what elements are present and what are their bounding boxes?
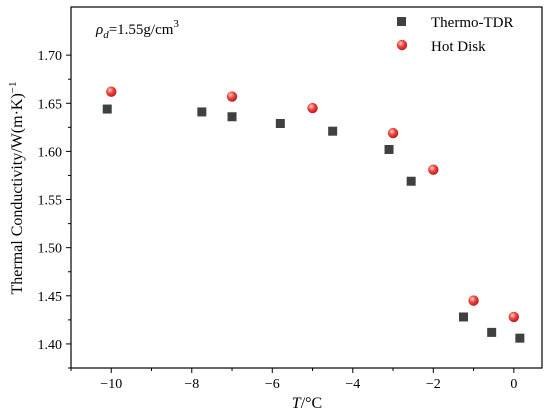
series-layer [102, 86, 525, 343]
annotation-superscript: 3 [173, 18, 179, 30]
legend-label-thermo-tdr: Thermo-TDR [431, 15, 513, 31]
legend-label-hot-disk: Hot Disk [431, 39, 486, 55]
density-annotation: ρd=1.55g/cm3 [95, 18, 179, 41]
y-axis-label: Thermal Conductivity/W(m·K)−1 [7, 82, 26, 295]
point-hot-disk [226, 91, 238, 102]
x-tick-label: −4 [345, 377, 360, 392]
point-thermo-tdr [102, 104, 112, 114]
point-thermo-tdr [487, 327, 497, 337]
y-tick-label: 1.60 [38, 145, 63, 160]
point-hot-disk [106, 86, 117, 97]
y-tick-label: 1.45 [38, 290, 63, 305]
point-thermo-tdr [459, 312, 468, 322]
y-tick-label: 1.55 [38, 194, 63, 209]
x-tick-label: −10 [100, 377, 122, 392]
legend: Thermo-TDR Hot Disk [396, 15, 513, 55]
point-hot-disk [307, 102, 318, 114]
annotation-symbol: ρ [95, 22, 103, 38]
x-axis-label-unit: /°C [301, 395, 323, 412]
point-hot-disk [508, 311, 520, 323]
x-axis-ticks: −10 −8 −6 −4 −2 0 [70, 368, 517, 392]
y-axis-label-superscript: −1 [7, 82, 19, 94]
y-tick-label: 1.40 [38, 338, 63, 353]
point-thermo-tdr [227, 112, 237, 122]
x-axis-label: T/°C [292, 395, 322, 412]
point-thermo-tdr [328, 126, 338, 136]
legend-marker-hot-disk [396, 39, 408, 51]
y-tick-label: 1.65 [38, 97, 63, 112]
annotation-subscript: d [103, 29, 109, 41]
point-hot-disk [387, 127, 399, 139]
point-thermo-tdr [275, 118, 285, 128]
annotation-value: =1.55g/cm [109, 22, 174, 38]
point-hot-disk [428, 164, 439, 175]
y-axis-ticks: 1.40 1.45 1.50 1.55 1.60 1.65 1.70 [38, 49, 71, 369]
point-thermo-tdr [515, 333, 525, 343]
point-thermo-tdr [384, 144, 394, 154]
legend-marker-thermo-tdr [397, 17, 406, 26]
x-tick-label: 0 [510, 377, 517, 392]
plot-area-frame [70, 6, 543, 369]
y-tick-label: 1.70 [38, 49, 63, 64]
x-tick-label: −8 [184, 377, 199, 392]
y-axis-label-main: Thermal Conductivity/W(m·K) [9, 93, 26, 294]
point-thermo-tdr [197, 107, 207, 117]
point-hot-disk [468, 295, 479, 306]
y-tick-label: 1.50 [38, 242, 63, 257]
x-tick-label: −2 [426, 377, 441, 392]
point-thermo-tdr [406, 176, 416, 186]
x-axis-label-variable: T [292, 395, 302, 412]
x-tick-label: −6 [265, 377, 280, 392]
